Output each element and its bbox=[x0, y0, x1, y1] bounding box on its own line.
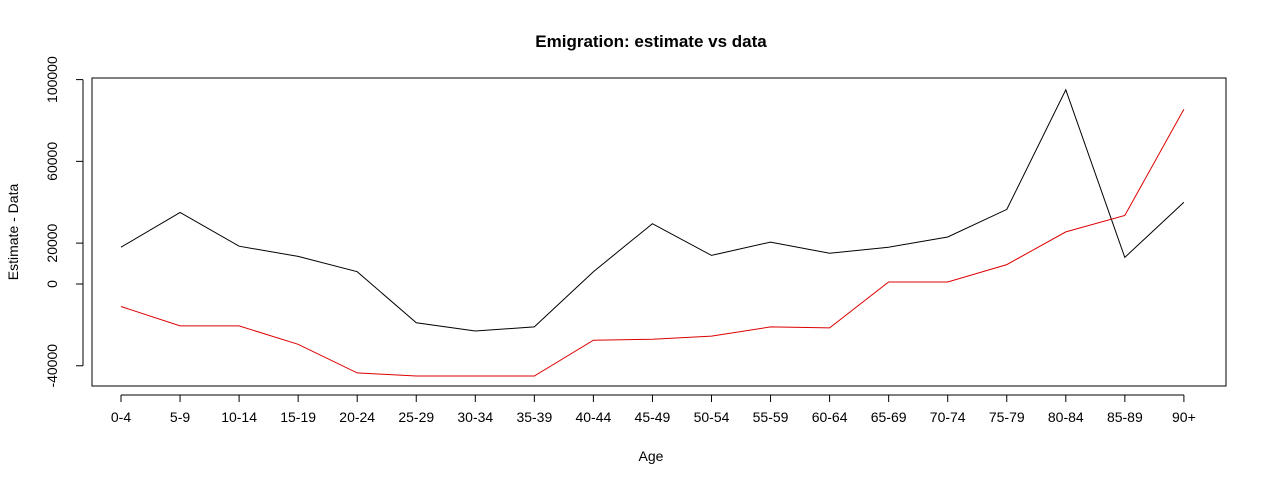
x-tick-label: 65-69 bbox=[871, 409, 907, 425]
y-tick-label: 60000 bbox=[44, 142, 60, 181]
plot-frame bbox=[91, 77, 1227, 387]
x-tick-label: 15-19 bbox=[280, 409, 316, 425]
x-tick-label: 25-29 bbox=[398, 409, 434, 425]
x-tick-label: 35-39 bbox=[516, 409, 552, 425]
x-tick-label: 75-79 bbox=[989, 409, 1025, 425]
x-tick-label: 45-49 bbox=[635, 409, 671, 425]
x-axis: 0-4 5-9 10-14 15-19 20-24 25-29 30-34 35-39 40-4… bbox=[111, 394, 1196, 425]
x-tick-label: 50-54 bbox=[694, 409, 730, 425]
y-tick-label: 0 bbox=[44, 280, 60, 288]
series-line-2 bbox=[120, 108, 1185, 377]
x-tick-label: 10-14 bbox=[221, 409, 257, 425]
series-layer bbox=[120, 88, 1185, 377]
series-line-1 bbox=[120, 88, 1185, 332]
x-tick-label: 80-84 bbox=[1048, 409, 1084, 425]
x-tick-label: 40-44 bbox=[575, 409, 611, 425]
chart-title: Emigration: estimate vs data bbox=[535, 32, 767, 51]
y-tick-label: -40000 bbox=[44, 344, 60, 388]
x-tick-label: 85-89 bbox=[1107, 409, 1143, 425]
x-tick-label: 5-9 bbox=[170, 409, 190, 425]
x-axis-label: Age bbox=[639, 448, 664, 464]
y-tick-label: 100000 bbox=[44, 56, 60, 103]
x-tick-label: 60-64 bbox=[812, 409, 848, 425]
x-tick-label: 30-34 bbox=[457, 409, 493, 425]
y-axis: -40000 0 20000 60000 100000 bbox=[44, 56, 84, 388]
y-axis-label: Estimate - Data bbox=[5, 184, 21, 281]
x-tick-label: 20-24 bbox=[339, 409, 375, 425]
x-tick-label: 70-74 bbox=[930, 409, 966, 425]
y-tick-label: 20000 bbox=[44, 223, 60, 262]
x-tick-label: 55-59 bbox=[753, 409, 789, 425]
x-tick-label: 90+ bbox=[1172, 409, 1196, 425]
x-tick-label: 0-4 bbox=[111, 409, 131, 425]
